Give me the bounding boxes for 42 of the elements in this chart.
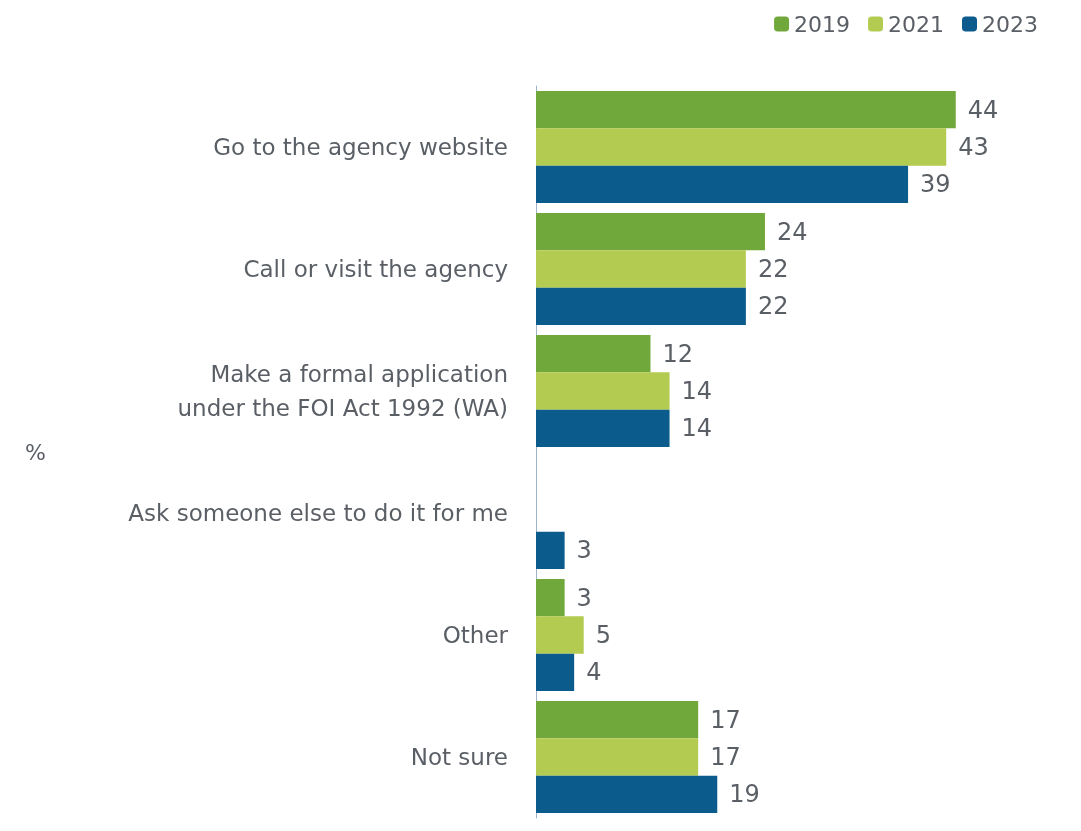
bar xyxy=(536,372,670,410)
data-label: 4 xyxy=(586,658,602,687)
legend-label: 2023 xyxy=(982,11,1039,37)
data-label: 24 xyxy=(776,217,808,246)
data-label: 3 xyxy=(576,536,592,565)
data-label: 3 xyxy=(576,583,592,612)
data-label: 17 xyxy=(710,743,741,771)
y-tick-label: Call or visit the agency xyxy=(243,256,508,282)
bar xyxy=(536,616,584,654)
bar xyxy=(536,409,670,448)
y-tick-label: Go to the agency website xyxy=(213,134,508,160)
y-tick-label: Other xyxy=(442,622,509,648)
bar xyxy=(536,700,699,739)
data-label: 44 xyxy=(967,95,999,124)
bar xyxy=(536,287,746,326)
legend-label: 2019 xyxy=(794,11,851,37)
y-tick-label: Ask someone else to do it for me xyxy=(128,500,508,526)
bar xyxy=(536,90,956,129)
data-label: 5 xyxy=(595,621,611,649)
bar xyxy=(536,738,699,776)
bar xyxy=(536,128,947,166)
data-label: 17 xyxy=(710,705,741,734)
data-label: 14 xyxy=(681,377,713,405)
data-label: 22 xyxy=(757,292,789,321)
data-label: 22 xyxy=(757,255,789,283)
y-tick-label: Make a formal application under the FOI Act 1992 (WA) xyxy=(177,361,508,421)
bar xyxy=(536,250,746,288)
data-label: 12 xyxy=(662,339,694,368)
bar xyxy=(536,653,575,692)
bar xyxy=(536,212,765,251)
bar xyxy=(536,775,718,814)
data-label: 19 xyxy=(729,780,760,809)
bar xyxy=(536,578,565,617)
bar xyxy=(536,165,909,204)
y-axis-title: % xyxy=(25,439,46,465)
y-tick-label: Not sure xyxy=(410,744,508,770)
legend-label: 2021 xyxy=(888,11,945,37)
data-label: 39 xyxy=(920,170,951,199)
data-label: 43 xyxy=(958,133,989,161)
data-label: 14 xyxy=(681,414,713,443)
bar xyxy=(536,334,651,373)
bar xyxy=(536,531,565,570)
